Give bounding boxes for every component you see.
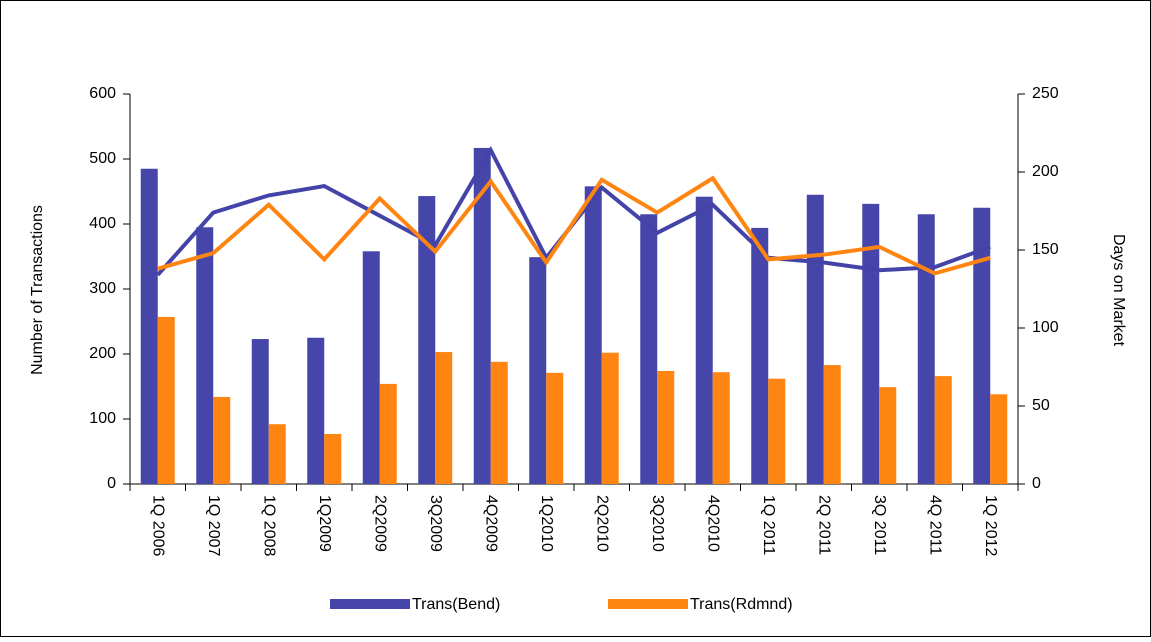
bar	[934, 376, 952, 484]
y-tick-label: 100	[89, 410, 116, 427]
x-tick-label: 3Q2009	[427, 495, 444, 552]
bar	[140, 168, 158, 484]
y2-tick-label: 150	[1032, 241, 1059, 258]
x-tick-label: 1Q 2006	[150, 495, 167, 556]
y2-tick-label: 250	[1032, 85, 1059, 102]
x-tick-label: 4Q 2011	[927, 495, 944, 555]
y-axis-label: Number of Transactions	[29, 205, 46, 375]
bar	[657, 370, 675, 484]
bar	[418, 196, 436, 485]
legend-label: Trans(Rdmnd)	[690, 596, 793, 613]
bar	[490, 361, 508, 484]
x-tick-label: 2Q2010	[594, 495, 611, 552]
x-tick-label: 1Q2009	[316, 495, 333, 552]
bar	[529, 257, 547, 484]
x-tick-label: 1Q 2011	[760, 495, 777, 555]
bar	[695, 196, 713, 484]
y2-tick-label: 100	[1032, 319, 1059, 336]
bar	[862, 203, 880, 484]
legend-label: Trans(Bend)	[412, 596, 500, 613]
bar	[251, 339, 269, 484]
x-tick-label: 2Q2009	[372, 495, 389, 552]
bar	[324, 433, 342, 484]
line	[157, 175, 991, 276]
bar	[640, 214, 658, 484]
bar	[196, 227, 214, 484]
bar	[362, 251, 380, 484]
bar	[806, 194, 824, 484]
bar	[879, 387, 897, 484]
legend-marker	[608, 599, 688, 609]
x-tick-label: 1Q 2012	[982, 495, 999, 556]
y-tick-label: 200	[89, 345, 116, 362]
bar	[307, 337, 325, 484]
x-tick-label: 3Q 2011	[871, 495, 888, 555]
y-tick-label: 600	[89, 85, 116, 102]
legend-marker	[330, 599, 410, 609]
bar	[379, 383, 397, 484]
bar	[917, 214, 935, 484]
y2-axis-label: Days on Market	[1110, 234, 1127, 347]
x-tick-label: 3Q2010	[649, 495, 666, 552]
bar	[823, 365, 841, 484]
x-tick-label: 1Q2010	[538, 495, 555, 552]
bar	[213, 396, 231, 484]
y-tick-label: 400	[89, 215, 116, 232]
y-tick-label: 300	[89, 280, 116, 297]
y2-tick-label: 0	[1032, 475, 1041, 492]
bar	[768, 378, 786, 484]
bar	[157, 316, 175, 484]
x-tick-label: 4Q2009	[483, 495, 500, 552]
x-tick-label: 4Q2010	[705, 495, 722, 552]
x-tick-label: 2Q 2011	[816, 495, 833, 555]
bar	[712, 372, 730, 484]
bar	[751, 227, 769, 484]
bar	[546, 372, 564, 484]
y-tick-label: 0	[107, 475, 116, 492]
y2-tick-label: 200	[1032, 163, 1059, 180]
y-tick-label: 500	[89, 150, 116, 167]
y2-tick-label: 50	[1032, 397, 1050, 414]
bar	[435, 352, 453, 484]
x-tick-label: 1Q 2008	[261, 495, 278, 556]
bar	[473, 147, 491, 484]
x-tick-label: 1Q 2007	[205, 495, 222, 556]
bar	[601, 352, 619, 484]
bar	[973, 207, 991, 484]
bar	[268, 424, 286, 484]
bar	[584, 186, 602, 485]
bar	[990, 394, 1008, 484]
